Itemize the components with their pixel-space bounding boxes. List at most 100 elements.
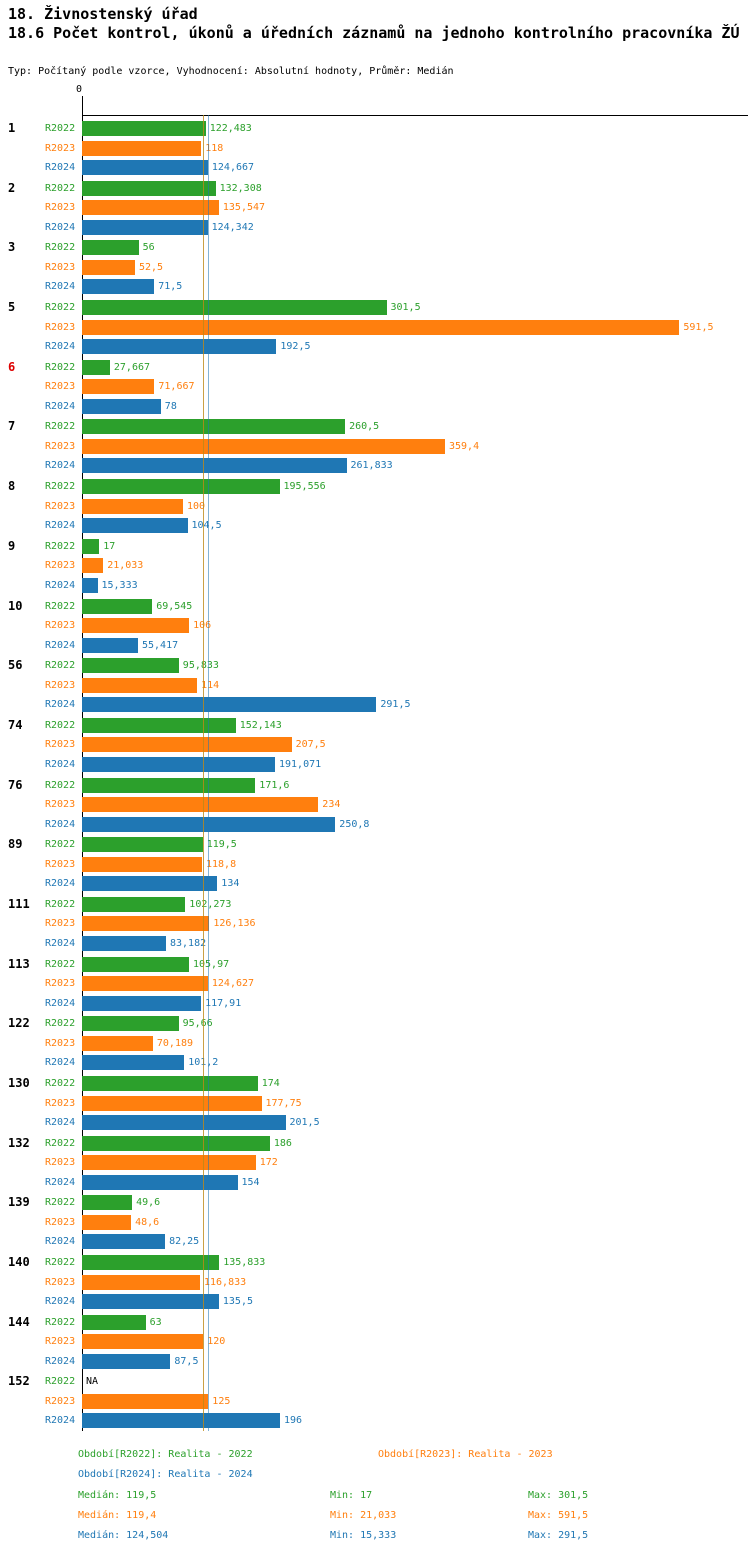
bar-track: 196: [82, 1413, 302, 1429]
bar: [82, 677, 198, 693]
bar: [82, 1413, 280, 1429]
bar-track: 100: [82, 498, 206, 514]
bar-chart: 0 1 R2022 122,483 R2023 118 R2024 124,667 2 R202…: [0, 84, 750, 1437]
bar-track: 591,5: [82, 319, 714, 335]
legend-r2022: Období[R2022]: Realita - 2022: [78, 1449, 253, 1460]
bar-value-label: 591,5: [683, 321, 714, 333]
bar-group: 113 R2022 105,97 R2023 124,627 R2024 117,91: [0, 955, 750, 1014]
bar-row: R2024 82,25: [0, 1232, 750, 1252]
category-label: 144: [8, 1314, 30, 1329]
series-label: R2022: [45, 540, 76, 552]
bar-track: 122,483: [82, 121, 252, 136]
bar-row: R2023 48,6: [0, 1213, 750, 1233]
bar: [82, 935, 166, 951]
series-label: R2022: [45, 421, 76, 433]
bar-track: 21,033: [82, 558, 143, 574]
category-label: 6: [8, 359, 16, 374]
bar-row: R2024 191,071: [0, 755, 750, 775]
bar-track: 132,308: [82, 180, 262, 196]
bar-track: 69,545: [82, 598, 193, 614]
bar: [82, 1353, 171, 1369]
bar-value-label: 63: [149, 1316, 162, 1328]
series-label: R2024: [45, 1236, 76, 1248]
bar-row: R2024 154: [0, 1173, 750, 1193]
series-label: R2023: [45, 261, 76, 273]
bar-track: 48,6: [82, 1214, 159, 1230]
bar: [82, 777, 256, 793]
series-label: R2023: [45, 500, 76, 512]
bar-value-label: 49,6: [136, 1197, 161, 1209]
bar: [82, 438, 445, 454]
bar: [82, 1314, 146, 1330]
bar: [82, 1035, 153, 1051]
series-label: R2024: [45, 878, 76, 890]
bar-track: 120: [82, 1334, 226, 1350]
bar: [82, 737, 292, 753]
bar-group: 9 R2022 17 R2023 21,033 R2024 15,333: [0, 537, 750, 596]
bar-value-label: 207,5: [295, 739, 326, 751]
bar-group: 140 R2022 135,833 R2023 116,833 R2024 135,5: [0, 1253, 750, 1312]
series-label: R2023: [45, 620, 76, 631]
bar-track: 207,5: [82, 737, 326, 753]
bar-value-label: 120: [207, 1336, 226, 1348]
bar-value-label: 69,545: [156, 600, 193, 612]
bar-group: 152 R2022 NA R2023 125 R2024 196: [0, 1372, 750, 1431]
bar-value-label: 260,5: [349, 421, 380, 433]
category-label: 140: [8, 1255, 30, 1270]
stat-min-r2023: Min: 21,033: [330, 1510, 397, 1521]
bar-row: R2022 132,308: [0, 179, 750, 199]
bar-value-label: 95,833: [182, 660, 219, 672]
bar-row: R2022 186: [0, 1134, 750, 1154]
series-label: R2024: [45, 520, 76, 532]
bar-row: R2023 172: [0, 1153, 750, 1173]
bar-row: R2023 124,627: [0, 974, 750, 994]
bar-value-label: 100: [187, 500, 206, 512]
bar: [82, 140, 202, 156]
bar: [82, 1334, 204, 1350]
bar-value-label: 118: [205, 142, 224, 154]
series-label: R2022: [45, 182, 76, 194]
bar-row: R2024 104,5: [0, 516, 750, 536]
bar-row: R2022 195,556: [0, 477, 750, 497]
bar-track: 134: [82, 876, 239, 892]
bar-track: 154: [82, 1174, 260, 1190]
bar-track: 71,5: [82, 279, 182, 295]
series-label: R2023: [45, 1216, 76, 1228]
bar-track: 177,75: [82, 1095, 302, 1111]
bar-value-label: 154: [241, 1176, 260, 1188]
bar-value-label: 104,5: [191, 520, 222, 532]
bar-group: 5 R2022 301,5 R2023 591,5 R2024 192,5: [0, 298, 750, 357]
bar-track: 55,417: [82, 637, 178, 653]
bar-group: 132 R2022 186 R2023 172 R2024 154: [0, 1134, 750, 1193]
bar-track: 135,5: [82, 1294, 253, 1310]
bar: [82, 121, 206, 136]
bar-track: 114: [82, 677, 219, 693]
bar-track: 124,627: [82, 976, 254, 992]
bar-row: R2023 70,189: [0, 1034, 750, 1054]
bar-track: 125: [82, 1393, 230, 1409]
bar: [82, 1076, 258, 1091]
bar-track: 191,071: [82, 756, 322, 772]
bar-group: 76 R2022 171,6 R2023 234 R2024 250,8: [0, 776, 750, 835]
bar-row: R2022 102,273: [0, 895, 750, 915]
bar-group: 144 R2022 63 R2023 120 R2024 87,5: [0, 1313, 750, 1372]
category-label: 152: [8, 1374, 30, 1389]
bar-value-label: 135,5: [222, 1296, 253, 1308]
bar-track: 102,273: [82, 896, 231, 912]
bar-row: R2023 207,5: [0, 735, 750, 755]
bar: [82, 1095, 262, 1111]
bar-value-label: 132,308: [219, 182, 262, 194]
bar-track: 192,5: [82, 339, 311, 355]
bar-value-label: 191,071: [279, 758, 322, 770]
bar-track: 359,4: [82, 438, 479, 454]
bar-row: R2023 125: [0, 1392, 750, 1412]
bar-track: 118,8: [82, 856, 236, 872]
series-label: R2023: [45, 142, 76, 154]
series-label: R2023: [45, 1157, 76, 1169]
bar-row: R2024 124,342: [0, 218, 750, 238]
series-label: R2024: [45, 1117, 76, 1128]
bar: [82, 458, 347, 474]
series-label: R2022: [45, 1137, 76, 1149]
bar-track: 82,25: [82, 1234, 199, 1250]
bar-track: 17: [82, 538, 115, 554]
